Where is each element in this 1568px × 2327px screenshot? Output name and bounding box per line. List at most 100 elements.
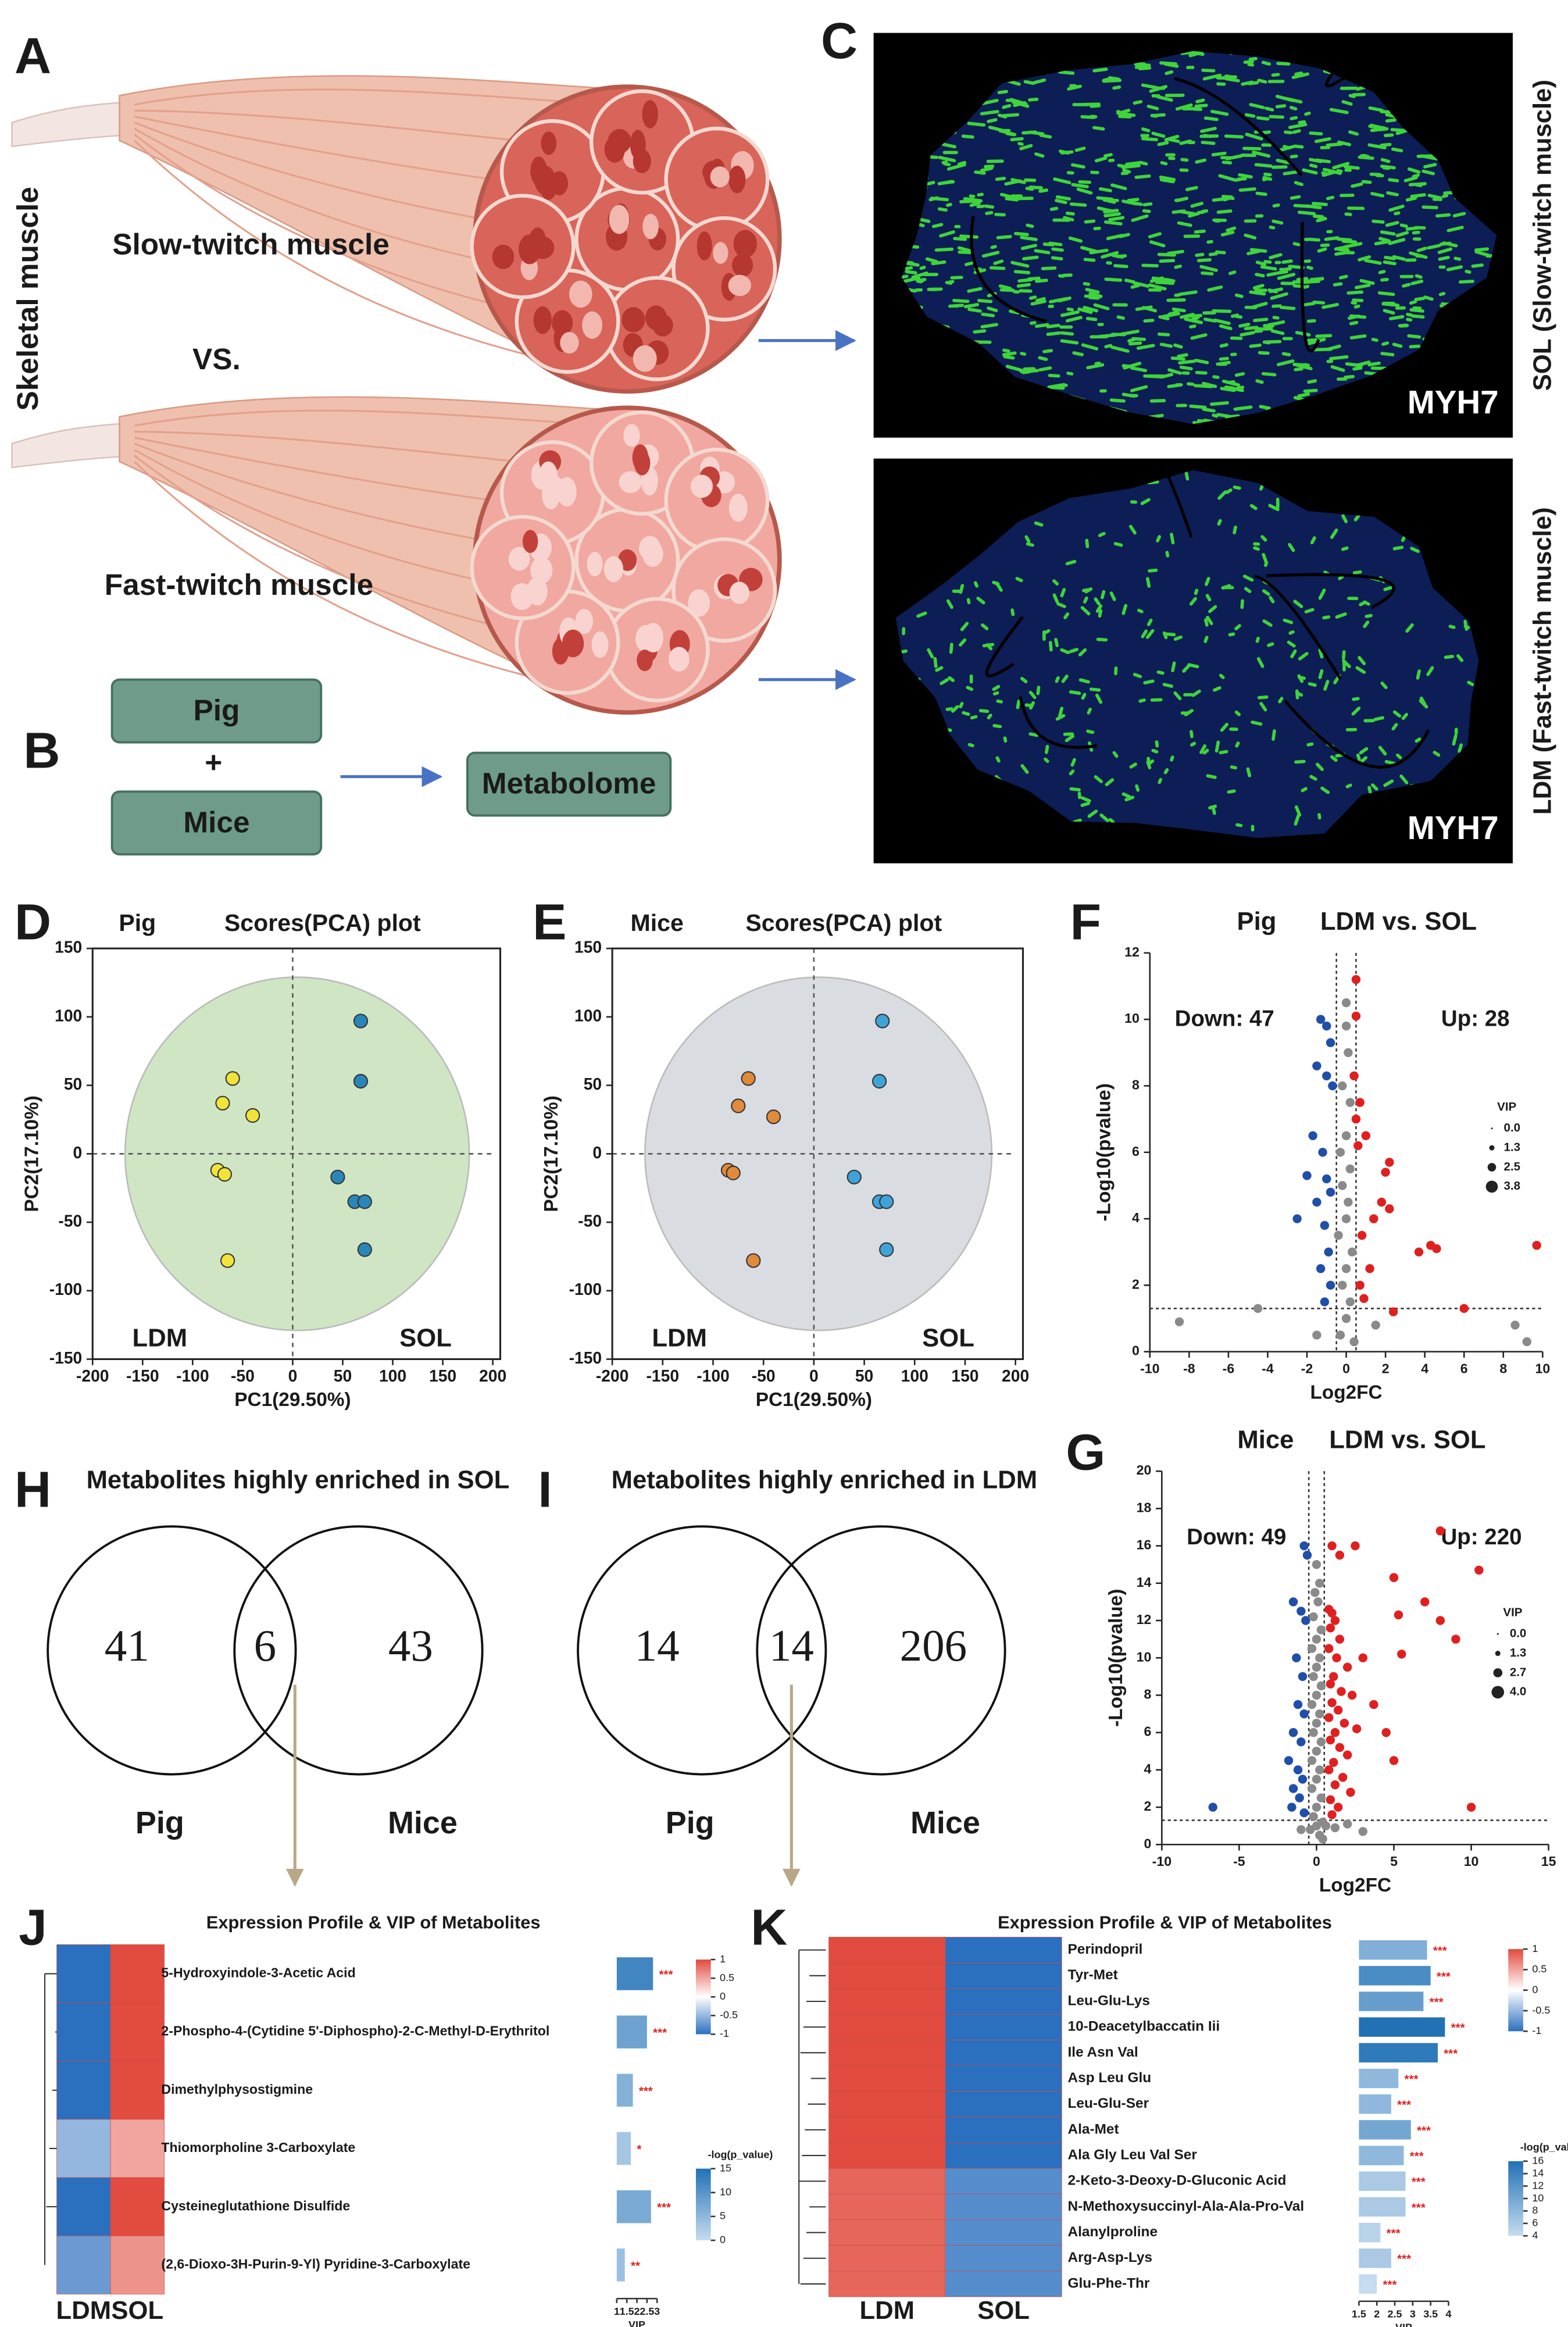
vip-bar (1359, 2120, 1411, 2140)
fibre (946, 280, 955, 284)
fibre (1155, 740, 1159, 748)
fibre (1216, 209, 1233, 214)
fibre (1278, 31, 1286, 33)
fibre (1165, 70, 1174, 76)
point (1334, 1230, 1343, 1240)
y-tick-label: 150 (55, 938, 82, 957)
legend-label: 8 (1532, 2204, 1538, 2216)
fibre (1021, 130, 1037, 135)
fibre (1069, 648, 1079, 654)
fibre (1205, 577, 1210, 586)
fibre (1065, 734, 1075, 743)
y-axis-label: -Log10(pvalue) (1105, 1589, 1127, 1727)
fibre (959, 584, 965, 594)
y-tick-label: 18 (1137, 1500, 1152, 1515)
point (1344, 1197, 1353, 1207)
y-axis-label: PC2(17.10%) (541, 1095, 562, 1212)
y-tick-label: 2 (1144, 1798, 1152, 1814)
fibre (984, 165, 995, 169)
fibre (1423, 163, 1437, 169)
y-tick-label: 0 (1144, 1836, 1152, 1851)
annotation: Down: 47 (1175, 1007, 1274, 1032)
chart-group: Mice (631, 909, 684, 936)
fibre (619, 471, 642, 494)
vip-bar (1359, 2043, 1438, 2063)
fibre (1054, 638, 1059, 647)
fibre (948, 304, 964, 308)
fibre (1127, 198, 1140, 202)
point (1341, 1131, 1351, 1140)
fibre (1112, 751, 1119, 758)
x-tick-label: -10 (1152, 1854, 1171, 1869)
point (225, 1071, 240, 1086)
fibre (538, 461, 558, 491)
fibre (1046, 331, 1062, 336)
metabolite-name: Tyr-Met (1068, 1967, 1118, 1983)
point (1337, 1687, 1346, 1696)
box-label: Metabolome (482, 766, 656, 800)
x-tick-label: -5 (1233, 1854, 1245, 1869)
fibre (1278, 145, 1295, 152)
fibre (1426, 666, 1434, 676)
fibre (1213, 318, 1231, 325)
x-tick-label: 100 (379, 1366, 406, 1385)
point (1306, 1825, 1315, 1835)
point (1307, 1644, 1317, 1653)
metabolite-name: 2-Phospho-4-(Cytidine 5'-Diphospho)-2-C-… (161, 2023, 549, 2039)
chart-title: Scores(PCA) plot (745, 909, 942, 936)
fibre (1290, 116, 1298, 120)
fibre (1309, 131, 1323, 136)
vip-tick-label: 2.5 (1388, 2308, 1402, 2320)
fibre (977, 298, 993, 304)
fibre (492, 244, 515, 269)
fibre (1234, 293, 1244, 298)
fibre (1034, 249, 1051, 255)
fibre (1076, 187, 1093, 195)
fibre (1178, 359, 1196, 365)
fibre (1216, 361, 1231, 366)
x-tick-label: 10 (1535, 1361, 1550, 1376)
septum (1284, 699, 1430, 769)
fibre (1081, 343, 1099, 351)
fibre (1104, 220, 1123, 226)
fibre (1098, 187, 1112, 192)
septum (1300, 222, 1320, 353)
fibre (1259, 405, 1271, 410)
fibre (1383, 260, 1396, 266)
x-tick-label: 200 (1002, 1366, 1029, 1385)
point (1318, 1148, 1327, 1157)
fibre (1156, 535, 1162, 543)
fibre (1194, 384, 1213, 388)
heat-cell (945, 2065, 1062, 2092)
heat-cell (56, 2235, 111, 2294)
fibre (1224, 414, 1240, 419)
y-tick-label: 0 (592, 1143, 602, 1162)
point (1329, 1758, 1338, 1767)
fibre (1234, 372, 1245, 377)
significance: *** (1383, 2278, 1396, 2292)
fibre (1118, 115, 1132, 119)
fibre (997, 113, 1008, 119)
point (1349, 1071, 1359, 1080)
fibre (1163, 62, 1179, 68)
fibre (1203, 317, 1217, 323)
fibre (1349, 334, 1367, 340)
x-tick-label: -4 (1262, 1361, 1274, 1376)
fibre (1103, 153, 1113, 158)
y-tick-label: 150 (574, 938, 602, 957)
fibre (1317, 813, 1321, 820)
tendon (11, 422, 135, 469)
fibre (1255, 191, 1267, 196)
fibre (1156, 670, 1165, 675)
point (879, 1242, 894, 1257)
fibre (1257, 78, 1267, 84)
heat-cell (110, 1944, 165, 2003)
point (1349, 1337, 1359, 1347)
legend-label: 1 (1532, 1943, 1538, 1954)
y-tick-label: -100 (49, 1280, 83, 1298)
fibre (1446, 265, 1463, 272)
x-tick-label: -2 (1301, 1361, 1313, 1376)
point (1322, 1174, 1331, 1184)
significance: *** (1404, 2072, 1418, 2086)
fibre (1257, 695, 1269, 699)
